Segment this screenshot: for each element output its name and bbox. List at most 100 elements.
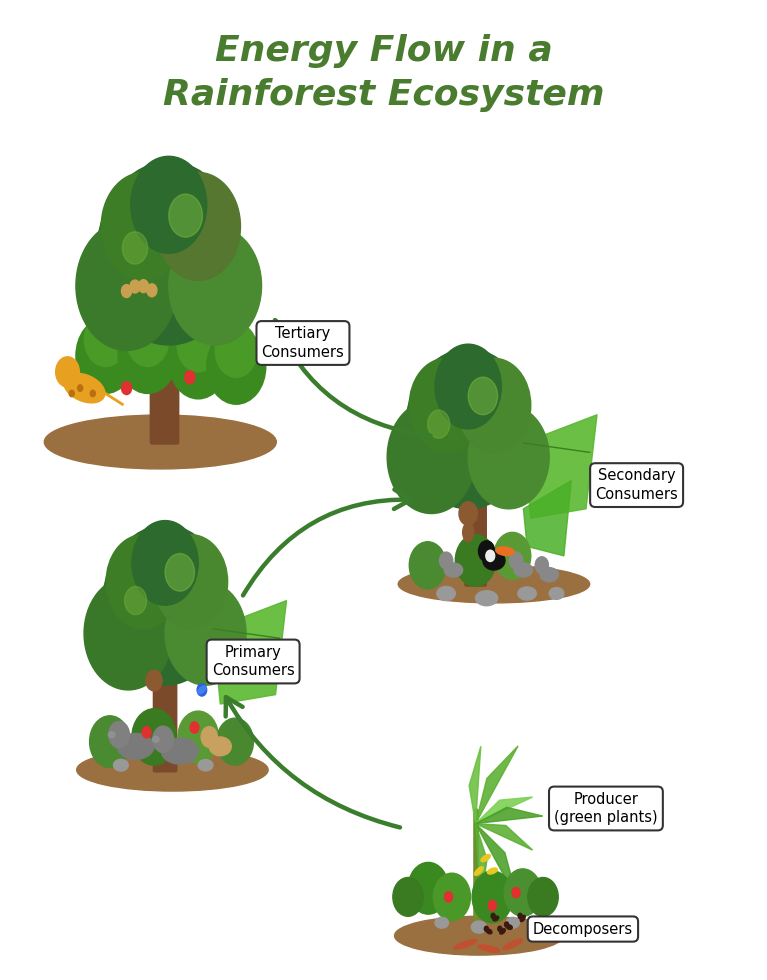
Ellipse shape: [463, 523, 474, 542]
Polygon shape: [476, 823, 532, 850]
Circle shape: [103, 525, 228, 685]
Circle shape: [56, 357, 79, 387]
Ellipse shape: [114, 760, 128, 771]
Circle shape: [169, 323, 228, 399]
Circle shape: [165, 554, 195, 591]
Circle shape: [109, 721, 130, 748]
Ellipse shape: [506, 917, 519, 928]
FancyBboxPatch shape: [153, 664, 176, 772]
Ellipse shape: [108, 731, 115, 738]
Ellipse shape: [77, 749, 268, 791]
Polygon shape: [476, 808, 543, 823]
FancyArrowPatch shape: [225, 697, 400, 827]
Polygon shape: [476, 823, 487, 901]
Ellipse shape: [44, 415, 276, 468]
Circle shape: [130, 280, 140, 293]
Circle shape: [505, 922, 509, 927]
Circle shape: [142, 726, 151, 738]
Circle shape: [459, 502, 477, 525]
Ellipse shape: [471, 921, 486, 933]
Circle shape: [408, 862, 449, 914]
Circle shape: [504, 869, 542, 916]
Circle shape: [484, 926, 489, 931]
Ellipse shape: [198, 760, 213, 771]
Ellipse shape: [500, 929, 505, 934]
Ellipse shape: [454, 940, 477, 949]
Ellipse shape: [437, 586, 456, 601]
Circle shape: [124, 586, 146, 614]
Circle shape: [165, 582, 246, 685]
Ellipse shape: [444, 563, 463, 577]
Text: Producer
(green plants): Producer (green plants): [554, 792, 658, 825]
Circle shape: [154, 535, 228, 629]
Circle shape: [468, 377, 498, 415]
Polygon shape: [213, 601, 287, 704]
Circle shape: [201, 726, 217, 748]
Circle shape: [494, 532, 531, 579]
Circle shape: [197, 684, 206, 696]
Circle shape: [535, 557, 548, 573]
Circle shape: [528, 877, 558, 916]
FancyArrowPatch shape: [272, 320, 430, 436]
Ellipse shape: [161, 738, 198, 764]
Circle shape: [468, 406, 549, 509]
Circle shape: [435, 344, 502, 429]
Polygon shape: [523, 415, 597, 518]
Circle shape: [91, 390, 95, 397]
Text: Decomposers: Decomposers: [533, 921, 633, 937]
Circle shape: [84, 577, 173, 690]
Polygon shape: [523, 480, 571, 556]
Circle shape: [146, 670, 162, 691]
Circle shape: [486, 550, 495, 562]
Circle shape: [387, 401, 476, 514]
Circle shape: [153, 726, 173, 753]
Circle shape: [121, 381, 132, 395]
Ellipse shape: [495, 547, 514, 556]
Circle shape: [122, 231, 147, 264]
Circle shape: [489, 901, 496, 910]
Ellipse shape: [209, 737, 232, 756]
Polygon shape: [476, 746, 518, 823]
Circle shape: [69, 390, 74, 397]
Circle shape: [97, 162, 241, 345]
Circle shape: [479, 541, 495, 562]
Ellipse shape: [64, 373, 105, 403]
Ellipse shape: [153, 736, 160, 743]
Circle shape: [76, 220, 177, 351]
Circle shape: [146, 284, 157, 297]
FancyBboxPatch shape: [150, 311, 179, 444]
Circle shape: [169, 194, 202, 237]
Ellipse shape: [435, 917, 449, 928]
Circle shape: [178, 711, 219, 762]
Ellipse shape: [479, 945, 500, 953]
Circle shape: [101, 172, 186, 280]
Circle shape: [509, 552, 522, 569]
Circle shape: [106, 535, 179, 629]
Ellipse shape: [481, 855, 490, 861]
Polygon shape: [476, 797, 532, 823]
Ellipse shape: [117, 733, 154, 760]
Ellipse shape: [475, 866, 483, 875]
Ellipse shape: [493, 916, 499, 921]
Circle shape: [206, 329, 265, 405]
Ellipse shape: [486, 929, 492, 934]
Circle shape: [76, 318, 135, 393]
Circle shape: [428, 410, 449, 438]
Text: Energy Flow in a
Rainforest Ecosystem: Energy Flow in a Rainforest Ecosystem: [163, 34, 604, 112]
Ellipse shape: [488, 868, 497, 874]
Circle shape: [216, 718, 253, 765]
Circle shape: [77, 385, 83, 391]
Ellipse shape: [514, 563, 532, 577]
Circle shape: [84, 313, 127, 367]
Circle shape: [518, 913, 522, 918]
Ellipse shape: [476, 591, 498, 606]
Circle shape: [439, 552, 453, 569]
Text: Tertiary
Consumers: Tertiary Consumers: [262, 326, 344, 360]
Ellipse shape: [520, 915, 525, 921]
Ellipse shape: [549, 588, 564, 600]
Circle shape: [118, 318, 177, 393]
Circle shape: [127, 313, 169, 367]
Ellipse shape: [198, 686, 206, 694]
Circle shape: [190, 722, 199, 733]
Circle shape: [132, 520, 198, 606]
